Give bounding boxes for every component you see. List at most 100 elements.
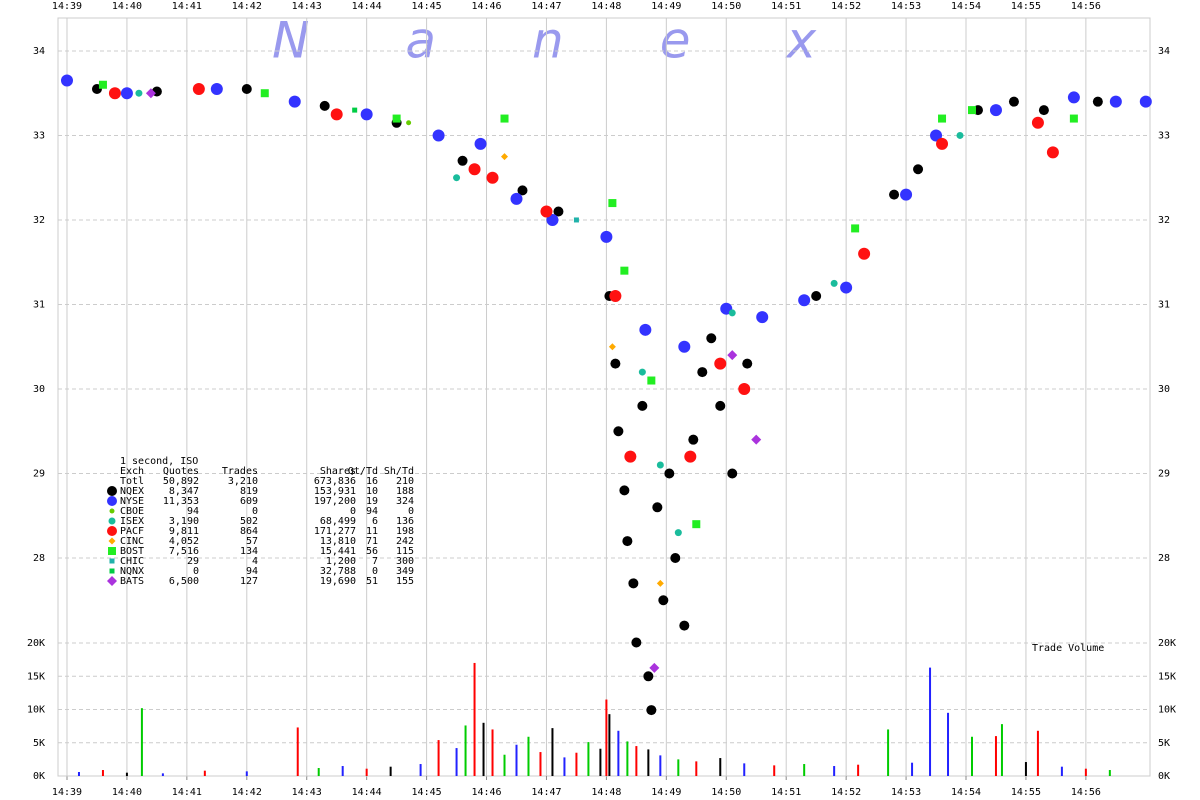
price-point — [1031, 116, 1044, 129]
table-cell: 4 — [252, 556, 258, 567]
price-point — [638, 368, 646, 376]
volume-bar — [929, 667, 932, 776]
y2-tick-label-right: 5K — [1158, 738, 1170, 749]
x-tick-label: 14:44 — [352, 787, 382, 798]
price-point — [608, 199, 617, 208]
price-point — [678, 340, 691, 353]
table-cell: 6 — [372, 516, 378, 527]
price-point — [1067, 91, 1080, 104]
price-point — [360, 108, 373, 121]
table-cell: 8,347 — [169, 486, 199, 497]
price-point — [649, 662, 660, 673]
volume-bar — [1060, 766, 1063, 776]
x-tick-label: 14:42 — [232, 787, 262, 798]
volume-bar — [911, 762, 914, 776]
y-tick-label-right: 32 — [1158, 215, 1170, 226]
x-tick-label: 14:54 — [951, 787, 981, 798]
price-point — [714, 357, 727, 370]
price-point — [697, 367, 708, 378]
volume-bar — [617, 730, 620, 776]
price-point — [811, 291, 822, 302]
price-point — [706, 333, 717, 344]
table-cell: 50,892 — [163, 476, 199, 487]
volume-bar — [539, 752, 542, 776]
table-cell: 29 — [187, 556, 199, 567]
volume-bar — [608, 714, 611, 776]
table-cell: BOST — [120, 546, 144, 557]
price-point — [620, 266, 629, 275]
volume-bar — [587, 742, 590, 776]
table-cell: 819 — [240, 486, 258, 497]
volume-bar — [833, 766, 836, 776]
x-tick-label-top: 14:55 — [1011, 1, 1041, 12]
table-cell: CINC — [120, 536, 144, 547]
price-point — [622, 536, 633, 547]
table-cell: CHIC — [120, 556, 144, 567]
price-point — [658, 595, 669, 606]
y-tick-label-right: 33 — [1158, 130, 1170, 141]
y2-tick-label: 0K — [33, 771, 45, 782]
volume-bar — [77, 772, 80, 776]
volume-bar — [626, 741, 629, 776]
table-cell: 171,277 — [314, 526, 356, 537]
volume-label: Trade Volume — [1032, 643, 1104, 654]
x-tick-label-top: 14:39 — [52, 1, 82, 12]
x-tick-label: 14:56 — [1071, 787, 1101, 798]
price-point — [930, 129, 943, 142]
volume-bar — [482, 722, 485, 776]
price-point — [656, 579, 664, 587]
price-point — [432, 129, 445, 142]
y-tick-label-right: 29 — [1158, 468, 1170, 479]
price-point — [1109, 95, 1122, 108]
volume-bar — [719, 758, 722, 776]
table-header: Qt/Td — [348, 466, 378, 477]
table-cell: 10 — [366, 486, 378, 497]
volume-bar — [563, 757, 566, 776]
table-cell: 11 — [366, 526, 378, 537]
volume-bar — [1108, 770, 1111, 776]
volume-bar — [803, 764, 806, 776]
x-tick-label-top: 14:41 — [172, 1, 202, 12]
price-point — [643, 671, 654, 682]
table-cell: 0 — [350, 506, 356, 517]
x-tick-label-top: 14:54 — [951, 1, 981, 12]
price-point — [1046, 146, 1059, 159]
price-point — [715, 400, 726, 411]
y-tick-label: 33 — [33, 130, 45, 141]
table-cell: NYSE — [120, 496, 144, 507]
volume-bar — [857, 764, 860, 776]
price-point — [674, 529, 682, 537]
x-tick-label: 14:50 — [711, 787, 741, 798]
price-point — [510, 192, 523, 205]
table-cell: 11,353 — [163, 496, 199, 507]
volume-bar — [743, 763, 746, 776]
x-tick-label-top: 14:50 — [711, 1, 741, 12]
y-tick-label: 30 — [33, 384, 45, 395]
volume-bar — [389, 766, 392, 776]
y2-tick-label: 20K — [27, 638, 45, 649]
y-tick-label-right: 34 — [1158, 46, 1170, 57]
table-cell: 13,810 — [320, 536, 356, 547]
table-cell: 94 — [246, 566, 258, 577]
volume-bar — [1000, 724, 1003, 776]
volume-bar — [464, 725, 467, 776]
x-tick-label: 14:46 — [471, 787, 501, 798]
volume-bar — [887, 729, 890, 776]
table-cell: 197,200 — [314, 496, 356, 507]
price-point — [135, 89, 143, 97]
price-point — [609, 290, 622, 303]
volume-bar — [605, 699, 608, 776]
price-point — [936, 137, 949, 150]
price-point — [938, 114, 947, 123]
table-cell: 198 — [396, 526, 414, 537]
volume-bar — [1024, 762, 1027, 776]
price-point — [619, 485, 630, 496]
table-cell: 57 — [246, 536, 258, 547]
table-cell: 0 — [408, 506, 414, 517]
x-tick-label: 14:39 — [52, 787, 82, 798]
y-tick-label: 31 — [33, 299, 45, 310]
y2-tick-label: 15K — [27, 671, 45, 682]
table-cell: 3,210 — [228, 476, 258, 487]
